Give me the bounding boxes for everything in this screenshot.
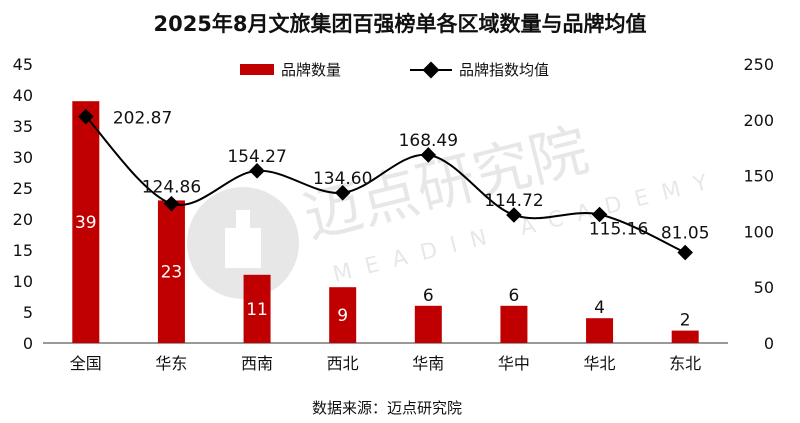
line-value-label: 114.72 xyxy=(484,191,543,211)
line-value-label: 154.27 xyxy=(227,147,286,167)
bar-value-label: 6 xyxy=(509,286,520,306)
line-marker xyxy=(334,185,351,201)
source-note: 数据来源：迈点研究院 xyxy=(312,399,462,417)
line-marker xyxy=(506,207,522,223)
bar-value-label: 6 xyxy=(423,286,434,306)
bar-value-label: 4 xyxy=(594,298,605,318)
legend-bar-swatch xyxy=(240,64,274,75)
category-label: 华北 xyxy=(584,354,616,373)
left-tick-label: 20 xyxy=(13,210,33,229)
left-axis: 0 5 10 15 20 25 30 35 40 45 xyxy=(13,55,33,353)
line-marker xyxy=(420,147,437,163)
bar xyxy=(671,330,699,343)
bar xyxy=(157,200,185,343)
left-tick-label: 15 xyxy=(13,241,33,260)
line-marker xyxy=(163,195,180,212)
right-tick-label: 0 xyxy=(764,334,774,353)
category-label: 西南 xyxy=(241,354,273,373)
bar xyxy=(586,318,614,343)
right-tick-label: 150 xyxy=(743,167,774,186)
left-tick-label: 10 xyxy=(13,272,33,291)
category-label: 东北 xyxy=(669,354,701,373)
left-tick-label: 0 xyxy=(23,334,33,353)
line-series xyxy=(78,108,693,261)
line-value-label: 81.05 xyxy=(661,224,710,244)
category-label: 西北 xyxy=(327,354,359,373)
line-marker xyxy=(78,108,94,125)
category-label: 华南 xyxy=(412,354,444,373)
bar xyxy=(72,101,100,343)
line-value-label: 124.86 xyxy=(142,178,201,198)
bar-series xyxy=(72,101,699,343)
line-value-label: 134.60 xyxy=(313,169,372,189)
left-tick-label: 25 xyxy=(13,179,33,198)
legend-line-label: 品牌指数均值 xyxy=(459,61,549,79)
line-marker xyxy=(677,244,693,261)
bar xyxy=(414,305,442,343)
chart-title: 2025年8月文旅集团百强榜单各区域数量与品牌均值 xyxy=(153,12,646,36)
line-marker xyxy=(591,206,608,223)
watermark-logo-tower xyxy=(236,210,250,230)
left-tick-label: 35 xyxy=(13,117,33,136)
left-tick-label: 40 xyxy=(13,86,33,105)
watermark-logo-building xyxy=(225,228,261,268)
right-axis: 0 50 100 150 200 250 xyxy=(743,55,774,353)
right-tick-label: 50 xyxy=(754,278,774,297)
bar-value-label: 23 xyxy=(161,263,183,283)
line-labels: 202.87 124.86 154.27 134.60 168.49 114.72 115.… xyxy=(113,109,710,244)
bar-value-label: 39 xyxy=(75,213,97,233)
bar xyxy=(243,274,271,343)
right-tick-label: 250 xyxy=(743,55,774,74)
bar-value-label: 2 xyxy=(680,311,691,331)
category-label: 华东 xyxy=(155,354,187,373)
left-tick-label: 30 xyxy=(13,148,33,167)
category-labels: 全国 华东 西南 西北 华南 华中 华北 东北 xyxy=(70,354,701,373)
line-value-label: 115.16 xyxy=(589,219,648,239)
left-tick-label: 45 xyxy=(13,55,33,74)
bar xyxy=(329,287,357,343)
bar-labels: 39 23 11 9 6 6 4 2 xyxy=(75,213,691,331)
line-value-label: 202.87 xyxy=(113,109,172,129)
left-tick-label: 5 xyxy=(23,303,33,322)
line-marker xyxy=(249,163,265,179)
watermark-logo-icon xyxy=(187,187,299,299)
bar-value-label: 9 xyxy=(337,306,348,326)
line-value-label: 168.49 xyxy=(399,131,458,151)
category-label: 全国 xyxy=(70,354,102,373)
right-tick-label: 200 xyxy=(743,111,774,130)
legend: 品牌数量 品牌指数均值 xyxy=(240,61,549,79)
legend-bar-label: 品牌数量 xyxy=(281,61,341,79)
category-label: 华中 xyxy=(498,354,530,373)
right-tick-label: 100 xyxy=(743,222,774,241)
legend-line-marker xyxy=(422,61,440,79)
bar xyxy=(500,305,528,343)
bar-value-label: 11 xyxy=(246,300,268,320)
